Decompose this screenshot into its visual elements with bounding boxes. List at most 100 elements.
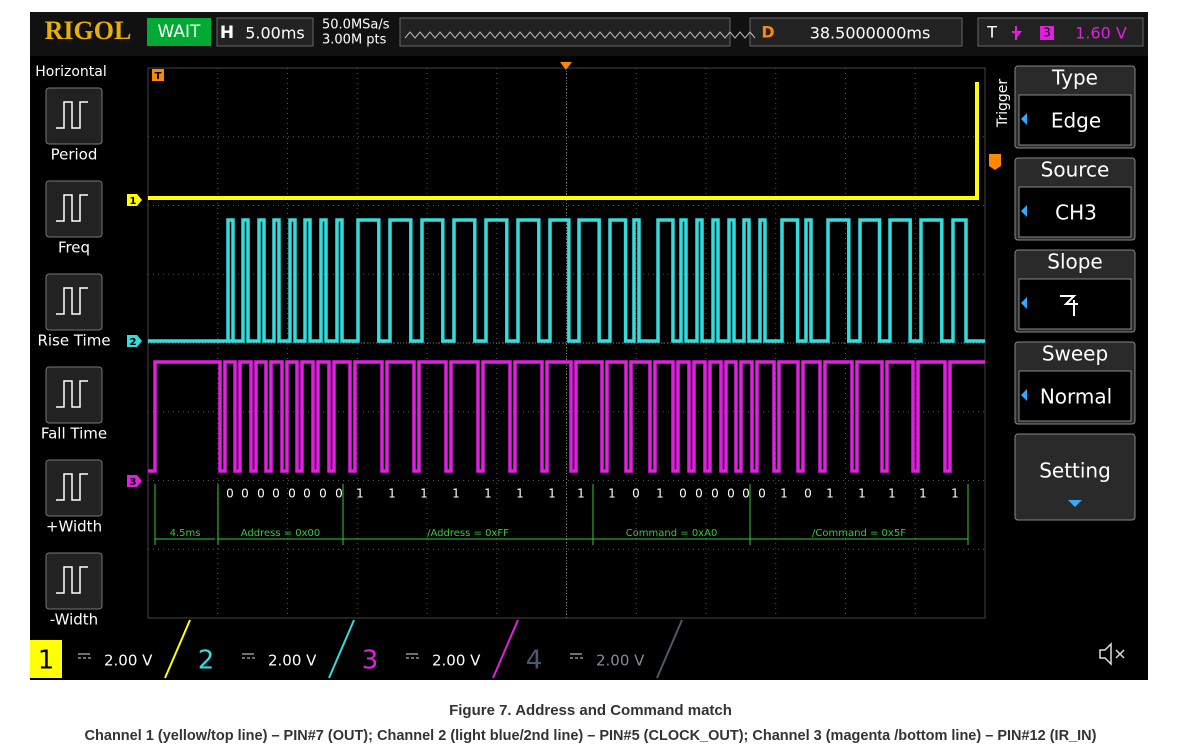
menu-icon bbox=[56, 194, 88, 222]
trigger-box bbox=[977, 17, 1144, 47]
ch1-trace bbox=[148, 82, 979, 200]
ch3-marker-label: 3 bbox=[130, 477, 137, 488]
left-menu-title: Horizontal bbox=[35, 64, 106, 80]
trigger-marker-label: T bbox=[155, 71, 162, 82]
ch2-marker bbox=[127, 335, 142, 347]
menu-icon bbox=[56, 380, 88, 408]
sample-rate: 50.0MSa/s bbox=[322, 18, 390, 33]
status-box bbox=[147, 18, 211, 46]
menu-icon bbox=[56, 566, 88, 594]
channel-scale[interactable]: 2.00 V bbox=[268, 652, 317, 670]
timebase: 5.00ms bbox=[245, 24, 305, 43]
decode-bit: 0 bbox=[727, 487, 735, 501]
slope-symbol bbox=[1060, 295, 1078, 316]
decode-bit: 0 bbox=[758, 487, 766, 501]
decode-bit: 0 bbox=[257, 487, 265, 501]
left-menu-item[interactable]: Period bbox=[51, 146, 98, 164]
status: WAIT bbox=[158, 22, 202, 42]
decode-bit: 1 bbox=[858, 487, 866, 501]
ch2-marker-label: 2 bbox=[130, 337, 137, 348]
decode-bit: 1 bbox=[888, 487, 896, 501]
trigger-pos-marker bbox=[560, 62, 572, 70]
channel-number: 4 bbox=[526, 646, 543, 676]
segment-label: Command = 0xA0 bbox=[626, 528, 718, 539]
menu-button[interactable] bbox=[1014, 433, 1136, 521]
trigger-channel: 3 bbox=[1043, 26, 1051, 40]
menu-icon-box bbox=[45, 180, 103, 238]
slope-icon bbox=[1012, 26, 1023, 40]
right-menu-label: Type bbox=[1051, 66, 1098, 90]
channel-scale[interactable]: 2.00 V bbox=[596, 652, 645, 670]
menu-icon bbox=[56, 473, 88, 501]
decode-bit: 1 bbox=[548, 487, 556, 501]
ch2-trace bbox=[148, 218, 985, 343]
menu-arrow bbox=[1021, 297, 1027, 309]
left-menu-item[interactable]: Fall Time bbox=[41, 425, 107, 443]
segment-label: Address = 0x00 bbox=[241, 528, 321, 539]
oscilloscope-screen: RIGOL WAIT H 5.00ms 50.0MSa/s 3.00M pts … bbox=[30, 12, 1148, 680]
value-box bbox=[1018, 370, 1132, 422]
trigger-ch-box bbox=[1040, 26, 1054, 40]
menu-icon-box bbox=[45, 459, 103, 517]
decode-bit: 1 bbox=[516, 487, 524, 501]
decode-bit: 0 bbox=[319, 487, 327, 501]
trigger-level-marker bbox=[989, 154, 1001, 170]
brand: RIGOL bbox=[45, 16, 132, 45]
decode-bit: 1 bbox=[951, 487, 959, 501]
decode-bit: 0 bbox=[288, 487, 296, 501]
decode-bit: 0 bbox=[303, 487, 311, 501]
decode-bit: 1 bbox=[420, 487, 428, 501]
decode-bit: 1 bbox=[452, 487, 460, 501]
decode-bit: 1 bbox=[780, 487, 788, 501]
menu-arrow bbox=[1021, 389, 1027, 401]
channel-number: 2 bbox=[198, 646, 215, 676]
channel-number: 3 bbox=[362, 646, 379, 676]
memory-bar bbox=[399, 17, 731, 47]
caption-text: Channel 1 (yellow/top line) – PIN#7 (OUT… bbox=[84, 728, 1097, 744]
decode-bit: 0 bbox=[742, 487, 750, 501]
dc-icon bbox=[570, 653, 583, 659]
ch3-marker bbox=[127, 475, 142, 487]
ch1-marker bbox=[127, 194, 142, 206]
decode-bit: 1 bbox=[484, 487, 492, 501]
ch-active-box bbox=[30, 640, 62, 678]
decode-bit: 0 bbox=[272, 487, 280, 501]
left-menu-item[interactable]: -Width bbox=[50, 611, 98, 629]
decode-bit: 1 bbox=[356, 487, 364, 501]
decode-bit: 1 bbox=[577, 487, 585, 501]
left-menu-item[interactable]: +Width bbox=[46, 518, 102, 536]
decode-bit: 1 bbox=[388, 487, 396, 501]
memory-depth: 3.00M pts bbox=[322, 33, 387, 48]
segment-label: /Address = 0xFF bbox=[427, 528, 509, 539]
segment-label: /Command = 0x5F bbox=[812, 528, 906, 539]
timebase-box bbox=[216, 17, 314, 47]
decode-bit: 0 bbox=[335, 487, 343, 501]
left-menu-item[interactable]: Freq bbox=[58, 239, 90, 257]
menu-icon bbox=[56, 287, 88, 315]
channel-number: 1 bbox=[38, 646, 55, 676]
decode-bit: 0 bbox=[695, 487, 703, 501]
t-label: T bbox=[986, 23, 997, 42]
dc-icon bbox=[78, 653, 91, 659]
menu-icon-box bbox=[45, 552, 103, 610]
decode-bit: 0 bbox=[804, 487, 812, 501]
right-menu-value: CH3 bbox=[1055, 201, 1097, 225]
segment-label: 4.5ms bbox=[170, 528, 201, 539]
decode-bit: 0 bbox=[632, 487, 640, 501]
dc-icon bbox=[406, 653, 419, 659]
right-menu-title: Trigger bbox=[995, 79, 1011, 129]
trigger-level: 1.60 V bbox=[1075, 24, 1127, 43]
channel-scale[interactable]: 2.00 V bbox=[104, 652, 153, 670]
menu-arrow bbox=[1021, 113, 1027, 125]
right-menu-value: Normal bbox=[1040, 385, 1112, 409]
decode-bit: 1 bbox=[656, 487, 664, 501]
value-box bbox=[1018, 186, 1132, 238]
memory-wave bbox=[404, 31, 756, 39]
channel-scale[interactable]: 2.00 V bbox=[432, 652, 481, 670]
right-menu-label: Sweep bbox=[1042, 342, 1108, 366]
right-menu-label: Slope bbox=[1047, 250, 1103, 274]
ch-divider bbox=[328, 619, 355, 679]
menu-icon-box bbox=[45, 87, 103, 145]
left-menu-item[interactable]: Rise Time bbox=[37, 332, 110, 350]
